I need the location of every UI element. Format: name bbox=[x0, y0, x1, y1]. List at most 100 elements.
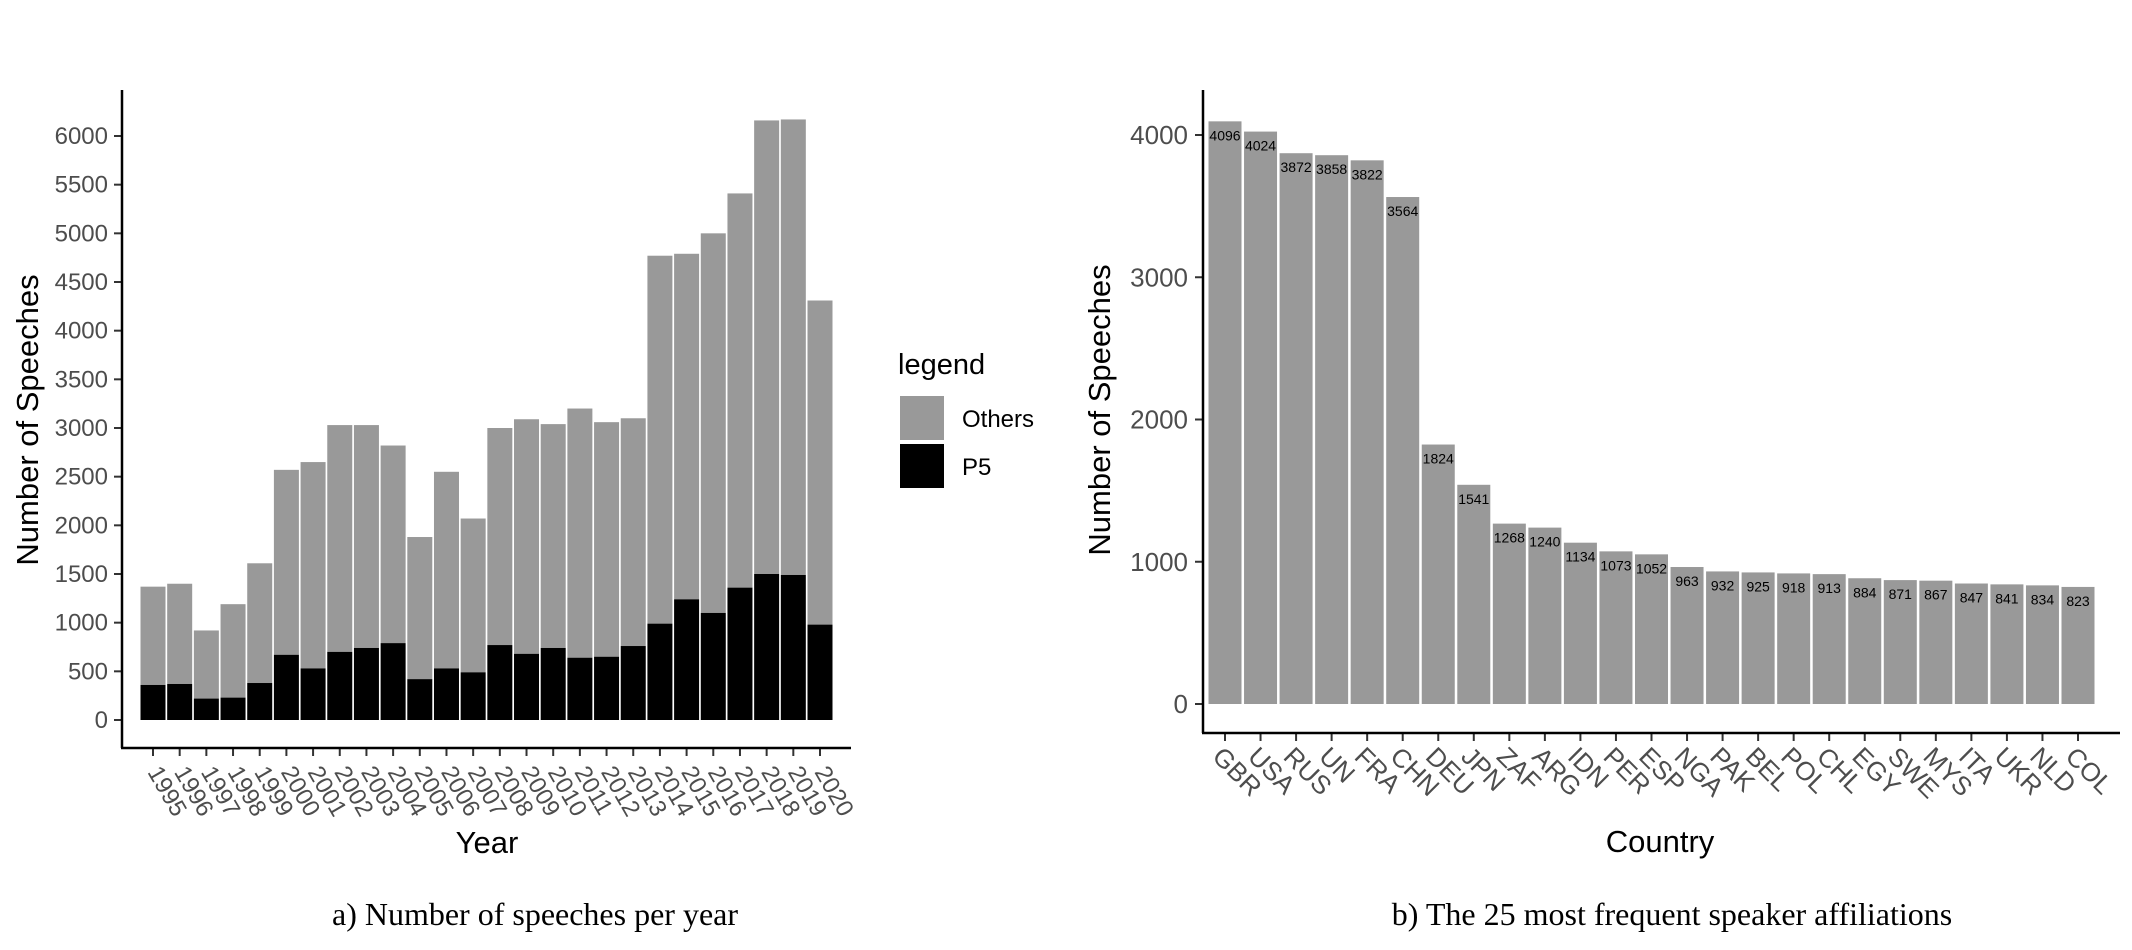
bar-others-2016 bbox=[700, 233, 726, 613]
bar-others-2000 bbox=[273, 469, 299, 655]
bar-p5-2001 bbox=[300, 668, 326, 720]
year-chart-y-axis-title: Number of Speeches bbox=[10, 274, 45, 565]
bar-PER bbox=[1599, 551, 1633, 704]
bar-others-2014 bbox=[647, 255, 673, 624]
bar-DEU bbox=[1421, 444, 1455, 704]
value-label-ZAF: 1268 bbox=[1494, 530, 1525, 546]
bar-NLD bbox=[2025, 585, 2059, 704]
bar-others-2001 bbox=[300, 462, 326, 669]
speaker-affiliations-chart: 4096 4024 3872 3858 3822 3564 1824 1541 1268 1240… bbox=[1082, 90, 2120, 932]
value-label-RUS: 3872 bbox=[1281, 159, 1312, 175]
value-label-MYS: 867 bbox=[1924, 587, 1948, 603]
y-tick-label-6000: 6000 bbox=[55, 123, 108, 150]
bar-p5-2020 bbox=[807, 624, 833, 720]
value-label-POL: 918 bbox=[1782, 579, 1806, 595]
y-tick-label-4000: 4000 bbox=[55, 318, 108, 345]
y-tick-label-0: 0 bbox=[95, 707, 108, 734]
value-label-NLD: 834 bbox=[2031, 591, 2055, 607]
bar-others-1999 bbox=[247, 563, 273, 684]
y-tick-label-1500: 1500 bbox=[55, 561, 108, 588]
value-label-COL: 823 bbox=[2066, 593, 2090, 609]
year-bars bbox=[140, 119, 833, 720]
country-chart-x-axis-title: Country bbox=[1606, 824, 1715, 859]
bar-p5-2007 bbox=[460, 672, 486, 720]
value-label-USA: 4024 bbox=[1245, 138, 1276, 154]
bar-others-2010 bbox=[540, 424, 566, 648]
bar-others-1997 bbox=[193, 630, 219, 699]
value-label-ITA: 847 bbox=[1960, 590, 1984, 606]
bar-others-2013 bbox=[620, 418, 646, 647]
bar-JPN bbox=[1457, 484, 1491, 704]
y-tick-label-4500: 4500 bbox=[55, 269, 108, 296]
value-label-EGY: 884 bbox=[1853, 584, 1877, 600]
bar-others-2017 bbox=[727, 193, 753, 588]
y-tick-label-500: 500 bbox=[68, 658, 108, 685]
value-label-NGA: 963 bbox=[1675, 573, 1699, 589]
value-label-ESP: 1052 bbox=[1636, 560, 1667, 576]
value-label-IDN: 1134 bbox=[1565, 549, 1595, 565]
y-tick-label-5000: 5000 bbox=[55, 220, 108, 247]
y-tick-label-3500: 3500 bbox=[55, 366, 108, 393]
value-label-UKR: 841 bbox=[1995, 590, 2019, 606]
value-label-UN: 3858 bbox=[1316, 161, 1347, 177]
y-tick-label-2000: 2000 bbox=[1130, 405, 1188, 435]
value-label-FRA: 3822 bbox=[1352, 166, 1383, 182]
y-tick-label-1000: 1000 bbox=[1130, 547, 1188, 577]
bar-others-1996 bbox=[167, 583, 193, 684]
bar-COL bbox=[2061, 586, 2095, 704]
bar-others-2018 bbox=[754, 120, 780, 574]
bar-p5-1999 bbox=[247, 683, 273, 720]
bar-others-2003 bbox=[353, 425, 379, 648]
year-chart-x-axis-ticks: 1995199619971998199920002001200220032004… bbox=[142, 748, 859, 821]
bar-GBR bbox=[1208, 121, 1242, 705]
value-label-CHN: 3564 bbox=[1387, 203, 1418, 219]
bar-UN bbox=[1315, 155, 1349, 705]
caption-b: b) The 25 most frequent speaker affiliat… bbox=[1392, 896, 1952, 932]
legend-label-others: Others bbox=[962, 406, 1034, 433]
bar-others-2020 bbox=[807, 300, 833, 625]
y-tick-label-4000: 4000 bbox=[1130, 120, 1188, 150]
bar-FRA bbox=[1350, 160, 1384, 704]
bar-others-2008 bbox=[487, 428, 513, 646]
value-label-JPN: 1541 bbox=[1458, 491, 1489, 507]
caption-a: a) Number of speeches per year bbox=[332, 896, 738, 932]
bar-p5-2006 bbox=[433, 668, 459, 720]
country-bar-value-labels: 4096 4024 3872 3858 3822 3564 1824 1541 1268 1240… bbox=[1209, 127, 2089, 609]
value-label-DEU: 1824 bbox=[1423, 451, 1454, 467]
legend-title: legend bbox=[898, 349, 985, 381]
value-label-CHL: 913 bbox=[1818, 580, 1842, 596]
bar-p5-2002 bbox=[327, 651, 353, 720]
bar-p5-2012 bbox=[594, 656, 620, 720]
y-tick-label-1000: 1000 bbox=[55, 610, 108, 637]
y-tick-label-0: 0 bbox=[1174, 689, 1188, 719]
bar-EGY bbox=[1848, 578, 1882, 704]
bar-p5-2000 bbox=[273, 654, 299, 720]
bar-NGA bbox=[1670, 567, 1704, 704]
bar-BEL bbox=[1741, 572, 1775, 704]
bar-IDN bbox=[1563, 542, 1597, 704]
speeches-per-year-chart: 0 500 1000 1500 2000 2500 3000 3500 4000 4500 5000… bbox=[10, 90, 1034, 932]
bar-ESP bbox=[1635, 554, 1668, 704]
bar-p5-2008 bbox=[487, 645, 513, 720]
value-label-PAK: 932 bbox=[1711, 577, 1735, 593]
bar-USA bbox=[1244, 131, 1278, 704]
bar-p5-2019 bbox=[780, 574, 806, 720]
bar-CHN bbox=[1386, 197, 1420, 704]
value-label-SWE: 871 bbox=[1889, 586, 1913, 602]
bar-others-2006 bbox=[433, 471, 459, 669]
bar-p5-2017 bbox=[727, 587, 753, 720]
year-chart-x-axis-title: Year bbox=[456, 825, 519, 860]
bar-p5-2010 bbox=[540, 647, 566, 720]
bar-ARG bbox=[1528, 527, 1562, 704]
bar-others-2012 bbox=[594, 422, 620, 657]
y-tick-label-2000: 2000 bbox=[55, 512, 108, 539]
bar-ITA bbox=[1954, 583, 1988, 704]
legend: legend Others P5 bbox=[898, 349, 1034, 488]
bar-UKR bbox=[1990, 584, 2024, 704]
bar-p5-1996 bbox=[167, 683, 193, 720]
y-tick-label-3000: 3000 bbox=[1130, 262, 1188, 292]
bar-POL bbox=[1777, 573, 1811, 704]
value-label-BEL: 925 bbox=[1746, 578, 1770, 594]
bar-others-2004 bbox=[380, 445, 406, 644]
